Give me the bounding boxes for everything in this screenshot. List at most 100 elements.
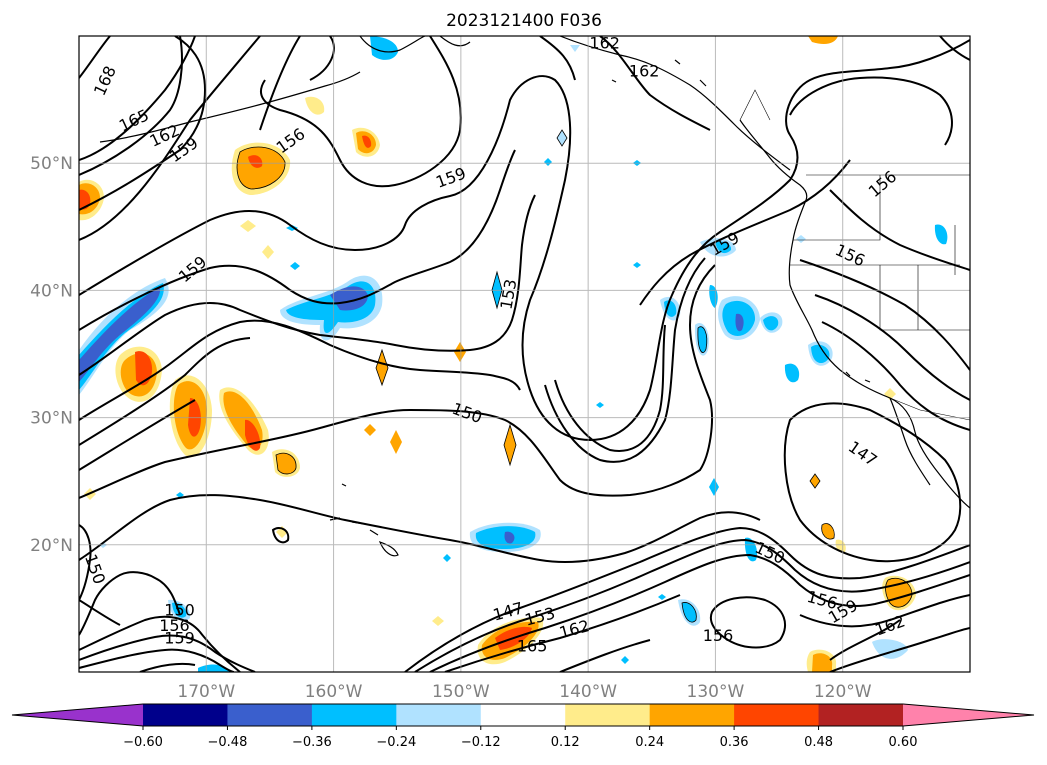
contour-line (79, 36, 111, 79)
contour-line (79, 39, 970, 442)
contour-line (79, 36, 207, 211)
map-gridlines (79, 36, 970, 672)
contour-label: 162 (629, 61, 660, 80)
colorbar-tick-labels: −0.60 −0.48 −0.36 −0.24 −0.12 0.12 0.24 0.36 0.4… (123, 726, 917, 750)
contour-line (79, 599, 121, 626)
shade-region (362, 135, 372, 148)
longitude-label: 120°W (814, 682, 872, 702)
political-borders (739, 89, 970, 421)
colorbar-tick-label: 0.12 (551, 735, 580, 750)
colorbar-tick-label: 0.60 (889, 735, 918, 750)
colorbar-tick-label: −0.36 (292, 735, 332, 750)
contour-line (79, 399, 196, 471)
contour-line (559, 639, 651, 672)
shade-region (330, 286, 368, 311)
shade-region (658, 594, 666, 600)
shade-region (796, 235, 806, 243)
colorbar-tick-label: 0.24 (635, 735, 664, 750)
shade-outline (821, 523, 835, 540)
contour-line (814, 294, 970, 401)
contour-line (259, 36, 301, 131)
shade-region (290, 262, 300, 270)
contour-line (79, 337, 251, 446)
shade-outline (697, 326, 708, 353)
coastline-alaska-peninsula (359, 36, 426, 53)
colorbar-tick-label: −0.12 (461, 735, 501, 750)
colorbar-segment (565, 704, 651, 726)
island-small (341, 59, 707, 487)
shade-region (682, 602, 697, 623)
contour-line (829, 627, 970, 672)
contour-label-text: 162 (589, 33, 620, 52)
colorbar-segment (311, 704, 397, 726)
colorbar-tick-label: 0.48 (804, 735, 833, 750)
contour-label-text: 159 (164, 629, 195, 648)
contour-line (829, 619, 901, 661)
shade-region (934, 224, 948, 245)
contour-line (799, 259, 970, 371)
shade-region (370, 36, 398, 60)
contour-line (539, 36, 576, 81)
contour-label-text: 156 (703, 626, 734, 645)
contour-line (79, 264, 716, 499)
shade-region (709, 478, 719, 496)
latitude-label: 30°N (30, 409, 73, 429)
colorbar-extend-low (12, 704, 143, 726)
shade-outline (275, 452, 297, 475)
contour-line (79, 634, 256, 672)
shade-region (248, 155, 263, 168)
shade-region (240, 220, 256, 232)
shade-region (596, 402, 604, 408)
shade-region (633, 262, 641, 268)
contour-line (79, 149, 516, 331)
contour-line (639, 159, 851, 306)
contour-line (544, 257, 706, 463)
contour-line (309, 36, 335, 81)
contour-label: 156 (703, 626, 734, 645)
contour-line (271, 527, 290, 544)
shade-outline (375, 348, 389, 387)
contour-line (783, 402, 962, 563)
shade-outline (556, 129, 568, 147)
border-us-mexico (889, 397, 970, 421)
contour-label-text: 156 (159, 616, 190, 635)
shade-region (697, 326, 707, 353)
shade-region (664, 300, 677, 317)
border-canada-alaska (739, 89, 771, 121)
shade-region (79, 287, 161, 382)
shade-region (821, 523, 835, 540)
shade-region (364, 424, 376, 436)
shade-region (784, 363, 800, 383)
contour-line (599, 36, 711, 131)
contour-label-text: 165 (517, 636, 548, 655)
contour-line (79, 494, 761, 564)
shade-region (715, 241, 732, 254)
contour-line (79, 571, 181, 636)
colorbar-segment (649, 704, 735, 726)
shade-region (544, 158, 552, 166)
colorbar-tick-label: −0.48 (208, 735, 248, 750)
colorbar-segment (227, 704, 313, 726)
shade-outline (236, 146, 286, 190)
contour-line (444, 594, 681, 672)
contour-line (799, 594, 970, 628)
contour-line (554, 324, 666, 452)
latitude-label: 50°N (30, 154, 73, 174)
contour-line (79, 36, 261, 241)
shade-region (735, 313, 744, 332)
contour-label-text: 150 (164, 601, 195, 620)
contour-line (79, 194, 536, 376)
shade-region (135, 351, 153, 386)
contour-line (429, 553, 970, 672)
contour-label: 162 (589, 33, 620, 52)
contour-label: 159 (164, 629, 195, 648)
contour-line (79, 648, 235, 672)
coastline-baja (889, 397, 931, 486)
shade-region (262, 245, 274, 259)
contour-line (79, 615, 241, 672)
contour-label: 156 (159, 616, 190, 635)
coastline-alaska-coast (439, 36, 791, 171)
shade-region (390, 430, 402, 454)
shade-region (621, 656, 629, 664)
